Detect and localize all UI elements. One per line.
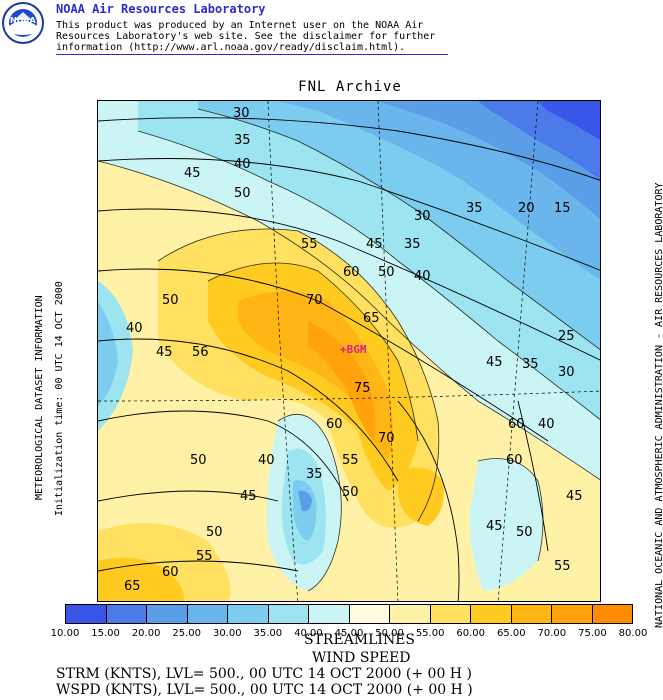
contour-label: 60 (162, 565, 179, 580)
contour-label: 50 (190, 453, 207, 468)
colorbar-tick-label: 30.00 (212, 628, 242, 639)
colorbar-tick-label: 70.00 (537, 628, 567, 639)
footer-streamlines: STREAMLINES (304, 632, 416, 648)
colorbar-swatch (147, 605, 188, 623)
noaa-credit-label: NATIONAL OCEANIC AND ATMOSPHERIC ADMINIS… (654, 182, 663, 628)
contour-label: 50 (342, 485, 359, 500)
colorbar-swatch (66, 605, 107, 623)
contour-label: 45 (486, 355, 503, 370)
initialization-time-label: Initialization time: 00 UTC 14 OCT 2000 (54, 281, 65, 516)
contour-label: 55 (342, 453, 359, 468)
contour-label: 65 (363, 311, 380, 326)
colorbar-swatch (471, 605, 512, 623)
contour-label: 40 (126, 321, 143, 336)
colorbar-swatch (390, 605, 431, 623)
contour-label: 35 (404, 237, 421, 252)
contour-label: 50 (206, 525, 223, 540)
contour-label: 30 (558, 365, 575, 380)
colorbar-tick-label: 55.00 (415, 628, 445, 639)
contour-label: 35 (466, 201, 483, 216)
contour-label: 35 (306, 467, 323, 482)
colorbar-tick-label: 25.00 (172, 628, 202, 639)
colorbar-swatch (511, 605, 552, 623)
contour-label: 50 (234, 186, 251, 201)
contour-label: 20 (518, 201, 535, 216)
colorbar-tick-label: 15.00 (91, 628, 120, 639)
map-title: FNL Archive (298, 79, 402, 95)
colorbar-swatch (228, 605, 269, 623)
colorbar-swatch (430, 605, 471, 623)
colorbar-tick-label: 10.00 (50, 628, 80, 639)
colorbar-tick-label: 75.00 (578, 628, 607, 639)
colorbar-tick-label: 35.00 (253, 628, 283, 639)
colorbar-swatch (187, 605, 228, 623)
disclaimer-line-3: information (http://www.arl.noaa.gov/rea… (56, 42, 406, 53)
contour-label: 45 (366, 237, 383, 252)
colorbar-tick-label: 65.00 (496, 628, 526, 639)
dataset-info-label: METEOROLOGICAL DATASET INFORMATION (34, 295, 45, 500)
contour-label: 45 (156, 345, 173, 360)
contour-label: 55 (554, 559, 571, 574)
colorbar-tick-label: 45.00 (334, 628, 364, 639)
contour-label: 40 (538, 417, 555, 432)
disclaimer-line-2: Resources Laboratory's web site. See the… (56, 31, 436, 42)
colorbar-tick-label: 80.00 (618, 628, 648, 639)
map-canvas (98, 101, 600, 601)
contour-label: 45 (184, 166, 201, 181)
contour-label: 45 (486, 519, 503, 534)
footer-wind-speed: WIND SPEED (312, 650, 411, 666)
contour-label: 60 (343, 265, 360, 280)
contour-label: 25 (558, 329, 575, 344)
contour-label: 55 (196, 549, 213, 564)
contour-label: 35 (234, 133, 251, 148)
contour-label: 40 (234, 157, 251, 172)
contour-label: 45 (240, 489, 257, 504)
contour-label: 35 (522, 357, 539, 372)
colorbar-tick-label: 60.00 (456, 628, 486, 639)
noaa-logo-icon (2, 2, 44, 44)
contour-label: 40 (258, 453, 275, 468)
wind-speed-colorbar (65, 604, 633, 624)
contour-label: 60 (326, 417, 343, 432)
colorbar-tick-label: 20.00 (131, 628, 161, 639)
colorbar-swatch (349, 605, 390, 623)
contour-label: 50 (162, 293, 179, 308)
contour-label: 30 (414, 209, 431, 224)
contour-label: 70 (378, 431, 395, 446)
contour-label: 55 (301, 237, 318, 252)
footer-wspd-info: WSPD (KNTS), LVL= 500., 00 UTC 14 OCT 20… (56, 682, 473, 698)
disclaimer-line-1: This product was produced by an Internet… (56, 20, 424, 31)
colorbar-swatch (268, 605, 309, 623)
logo-text: NOAA (10, 16, 36, 25)
contour-label: 50 (516, 525, 533, 540)
colorbar-swatch (106, 605, 147, 623)
contour-label: 30 (233, 106, 250, 121)
contour-label: 56 (192, 345, 209, 360)
contour-label: 65 (124, 579, 141, 594)
contour-label: 60 (506, 453, 523, 468)
colorbar-swatch (309, 605, 350, 623)
contour-label: 15 (554, 201, 571, 216)
station-marker-bgm: +BGM (340, 343, 367, 356)
header-title: NOAA Air Resources Laboratory (56, 2, 266, 16)
header-divider (56, 54, 448, 55)
contour-label: 60 (508, 417, 525, 432)
colorbar-swatch (592, 605, 632, 623)
footer-strm-info: STRM (KNTS), LVL= 500., 00 UTC 14 OCT 20… (56, 666, 472, 682)
contour-label: 75 (354, 381, 371, 396)
contour-label: 70 (306, 293, 323, 308)
colorbar-swatch (552, 605, 593, 623)
colorbar-tick-label: 40.00 (294, 628, 323, 639)
contour-label: 40 (414, 269, 431, 284)
contour-label: 45 (566, 489, 583, 504)
wind-speed-map: 30 35 40 45 50 30 35 20 15 55 45 35 60 5… (97, 100, 601, 602)
contour-label: 50 (378, 265, 395, 280)
colorbar-tick-label: 50.00 (375, 628, 404, 639)
